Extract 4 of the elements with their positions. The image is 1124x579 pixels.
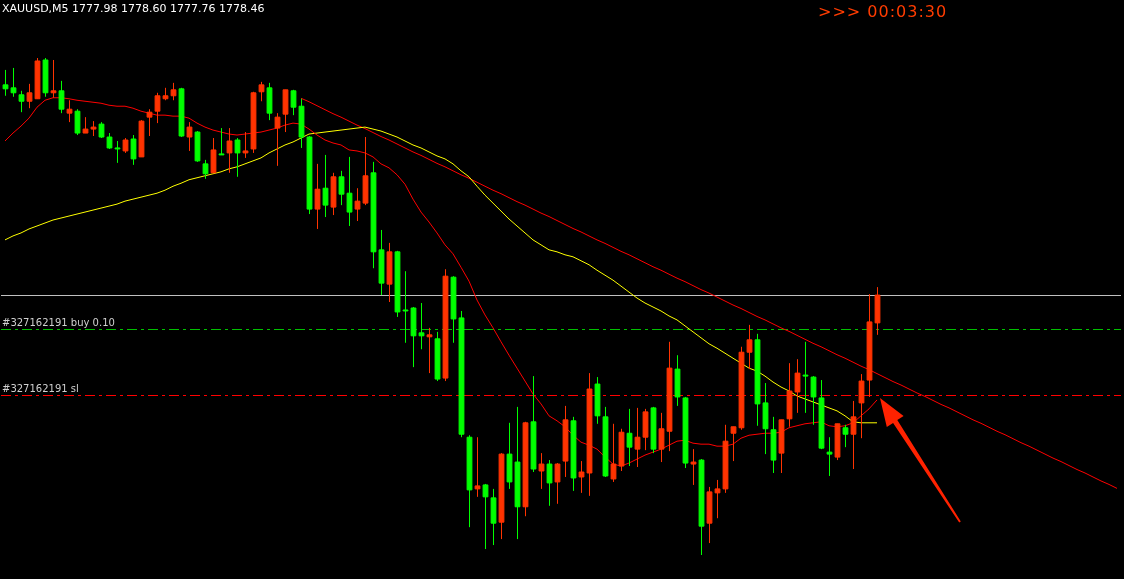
chart-title: XAUUSD,M5 1777.98 1778.60 1777.76 1778.46 bbox=[2, 2, 265, 15]
ref-line-label: #327162191 sl bbox=[2, 383, 79, 395]
ref-line-label: #327162191 buy 0.10 bbox=[2, 317, 115, 329]
text: >>> 00:03:30 bbox=[818, 2, 948, 21]
